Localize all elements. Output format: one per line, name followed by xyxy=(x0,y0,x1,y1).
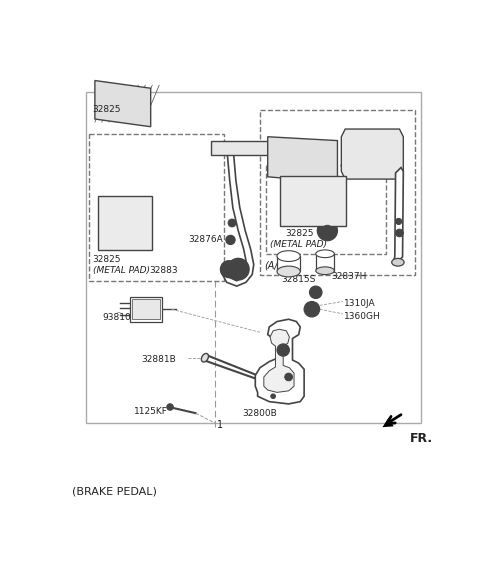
Ellipse shape xyxy=(277,266,300,277)
Text: 32883: 32883 xyxy=(336,219,365,228)
Circle shape xyxy=(280,347,286,353)
Text: 32837H: 32837H xyxy=(331,273,367,282)
Text: 32825: 32825 xyxy=(93,105,121,114)
Circle shape xyxy=(271,394,276,398)
Circle shape xyxy=(167,404,173,410)
Ellipse shape xyxy=(277,251,300,261)
Circle shape xyxy=(310,286,322,298)
Circle shape xyxy=(317,221,337,241)
Polygon shape xyxy=(393,167,403,261)
Text: (BRAKE PEDAL): (BRAKE PEDAL) xyxy=(72,486,156,496)
Ellipse shape xyxy=(392,259,404,266)
Bar xyxy=(260,110,415,275)
Text: (METAL PAD): (METAL PAD) xyxy=(270,240,327,249)
Polygon shape xyxy=(211,142,269,155)
Ellipse shape xyxy=(316,267,335,275)
Bar xyxy=(132,299,160,319)
Ellipse shape xyxy=(202,353,208,362)
Polygon shape xyxy=(341,129,403,179)
Polygon shape xyxy=(268,137,337,183)
Bar xyxy=(89,134,224,281)
Bar xyxy=(266,165,386,254)
Text: 1: 1 xyxy=(217,420,224,430)
Polygon shape xyxy=(95,80,151,126)
Bar xyxy=(280,176,346,226)
Circle shape xyxy=(322,225,333,236)
Circle shape xyxy=(308,305,316,313)
Circle shape xyxy=(304,302,320,317)
Circle shape xyxy=(396,229,403,237)
Text: 32825: 32825 xyxy=(286,229,314,238)
Bar xyxy=(86,92,421,423)
Ellipse shape xyxy=(316,250,335,257)
Bar xyxy=(316,254,335,271)
Bar xyxy=(98,196,152,250)
Text: 93810A: 93810A xyxy=(103,313,137,322)
Polygon shape xyxy=(264,329,294,392)
Text: 32800B: 32800B xyxy=(242,409,277,418)
Bar xyxy=(130,297,162,321)
Text: FR.: FR. xyxy=(410,432,433,446)
Text: (METAL PAD): (METAL PAD) xyxy=(93,266,150,275)
Text: 32815S: 32815S xyxy=(281,275,315,284)
Circle shape xyxy=(228,219,236,227)
Bar xyxy=(277,256,300,271)
Circle shape xyxy=(277,344,289,356)
Circle shape xyxy=(226,235,235,244)
Text: 32876A: 32876A xyxy=(188,235,223,244)
Circle shape xyxy=(396,219,402,225)
Circle shape xyxy=(224,265,234,274)
Text: 32825A: 32825A xyxy=(291,140,325,149)
Polygon shape xyxy=(221,144,268,286)
Text: 32881B: 32881B xyxy=(142,355,176,364)
Text: 32883: 32883 xyxy=(149,266,178,275)
Text: 1310JA: 1310JA xyxy=(345,298,376,307)
Polygon shape xyxy=(255,319,304,404)
Text: 1125KF: 1125KF xyxy=(133,407,168,416)
Circle shape xyxy=(312,289,319,296)
Circle shape xyxy=(232,263,244,275)
Circle shape xyxy=(285,373,292,381)
Circle shape xyxy=(220,261,238,278)
Text: 1360GH: 1360GH xyxy=(345,312,381,321)
Circle shape xyxy=(228,259,249,280)
Text: 32825: 32825 xyxy=(93,255,121,264)
Text: (A/T): (A/T) xyxy=(264,260,288,270)
